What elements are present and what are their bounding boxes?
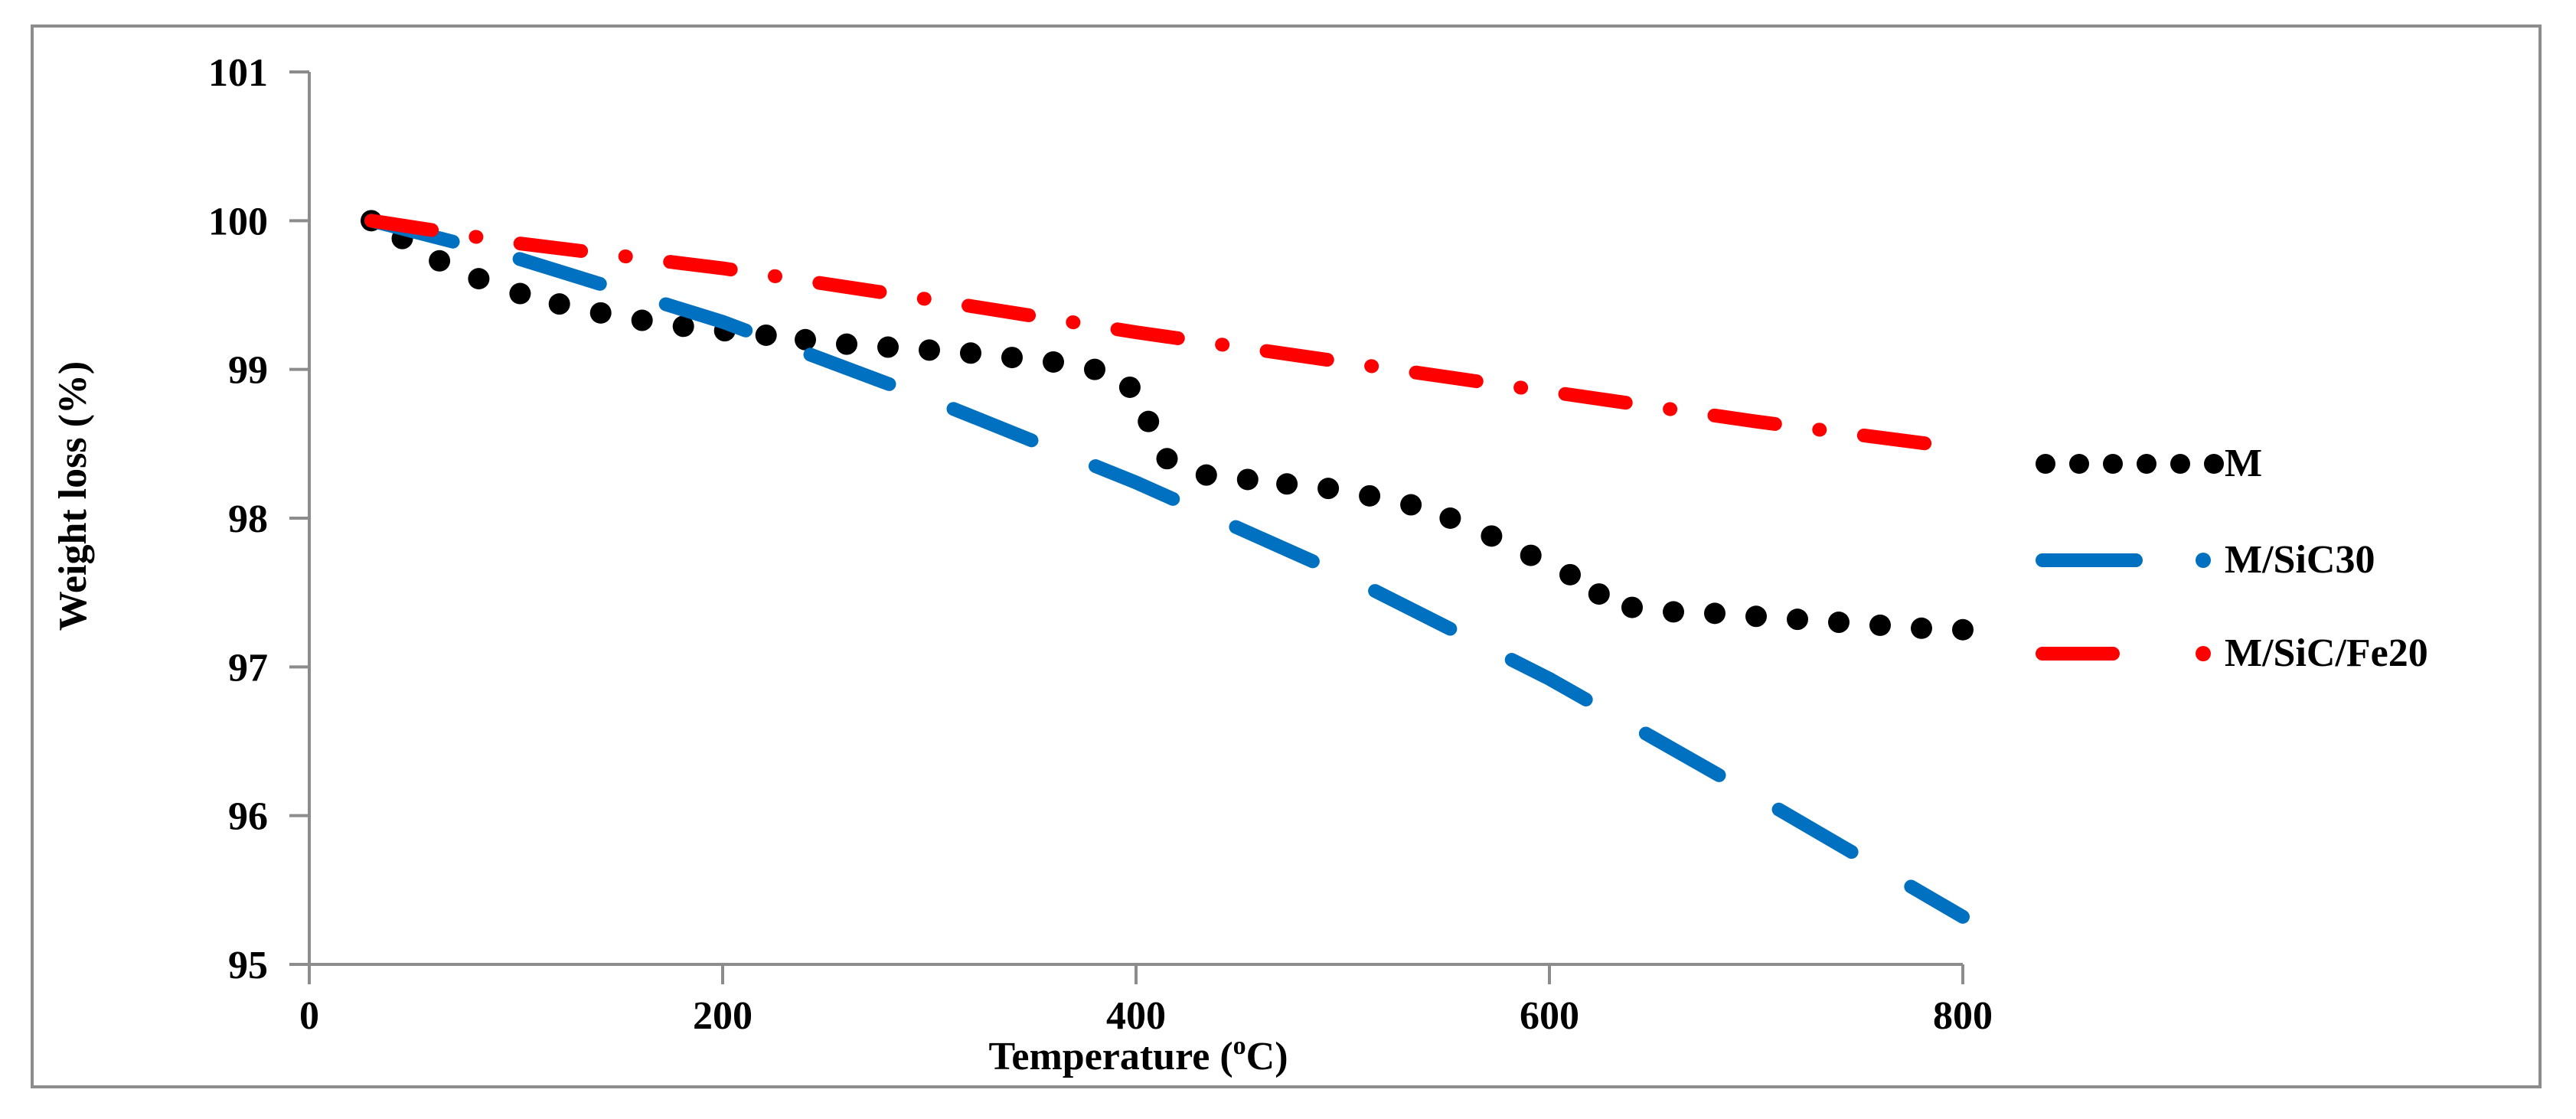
- legend-item-m-sic30: M/SiC30: [2036, 538, 2375, 582]
- data-point: [1439, 507, 1461, 529]
- data-point: [1787, 608, 1808, 631]
- legend-dot: [2036, 454, 2055, 474]
- series-line: [364, 214, 1970, 924]
- legend-dot: [2196, 646, 2211, 661]
- x-tick-label: 400: [1106, 994, 1166, 1038]
- data-point: [836, 333, 857, 355]
- x-axis-title-main: Temperature (: [988, 1035, 1232, 1078]
- data-point: [1400, 494, 1422, 516]
- y-tick-label: 100: [208, 200, 268, 243]
- x-tick-label: 0: [299, 994, 319, 1038]
- series-line: [364, 214, 1970, 455]
- data-point: [1276, 473, 1298, 495]
- data-point: [1520, 544, 1542, 566]
- legend-dot: [2170, 454, 2190, 474]
- data-point: [877, 336, 899, 358]
- legend-item-m-sic-fe20: M/SiC/Fe20: [2036, 631, 2428, 675]
- x-axis-title: Temperature (oC): [988, 1032, 1288, 1078]
- data-point: [589, 302, 612, 324]
- data-point: [755, 324, 777, 346]
- y-tick-label: 101: [208, 51, 268, 95]
- data-point: [468, 268, 490, 290]
- data-point: [1869, 614, 1891, 636]
- data-point: [1084, 358, 1105, 380]
- axes: 95 96 97 98 99 100 101 0 200 400 600 800: [208, 51, 1993, 1038]
- x-axis-title-sup: o: [1233, 1032, 1246, 1060]
- x-axis-title-end: C): [1246, 1035, 1288, 1078]
- y-tick-label: 95: [228, 944, 268, 987]
- data-point: [1001, 347, 1023, 369]
- x-tick-label: 800: [1933, 994, 1993, 1038]
- data-point: [548, 293, 570, 315]
- data-point: [1156, 448, 1178, 470]
- legend: M M/SiC30 M/SiC/Fe20: [2036, 442, 2428, 675]
- data-point: [1559, 563, 1581, 586]
- data-point: [1704, 602, 1725, 625]
- legend-marker-m-sic-fe20: [2036, 646, 2211, 661]
- series-m-sic30: [364, 214, 1970, 924]
- data-point: [1195, 464, 1217, 486]
- data-point: [1118, 376, 1141, 398]
- data-point: [1359, 484, 1381, 507]
- data-point: [1043, 351, 1064, 373]
- x-tick-label: 200: [693, 994, 753, 1038]
- y-tick-label: 96: [228, 795, 268, 839]
- series-m: [361, 210, 1974, 641]
- y-tick-label: 98: [228, 498, 268, 541]
- data-point: [919, 339, 940, 361]
- legend-dot: [2103, 454, 2123, 474]
- y-tick-label: 99: [228, 349, 268, 393]
- data-point: [631, 309, 653, 331]
- data-point: [1236, 468, 1259, 491]
- data-point: [509, 282, 531, 305]
- series-layer: [361, 210, 1974, 924]
- series-m-sic-fe20: [364, 214, 1970, 455]
- x-tick-label: 600: [1520, 994, 1579, 1038]
- data-point: [795, 328, 816, 351]
- legend-marker-m-sic30: [2036, 553, 2211, 568]
- data-point: [1138, 410, 1160, 432]
- y-tick-label: 97: [228, 646, 268, 690]
- data-point: [1745, 605, 1767, 628]
- legend-dot: [2204, 454, 2224, 474]
- y-axis-title: Weight loss (%): [51, 361, 95, 631]
- data-point: [1911, 617, 1932, 639]
- data-point: [1621, 596, 1643, 618]
- data-point: [1952, 618, 1974, 641]
- data-point: [960, 342, 981, 364]
- data-point: [1588, 583, 1610, 605]
- legend-dot: [2137, 454, 2156, 474]
- legend-label-m-sic-fe20: M/SiC/Fe20: [2225, 631, 2428, 675]
- legend-marker-m: [2036, 454, 2224, 474]
- legend-label-m: M: [2225, 442, 2262, 485]
- legend-dot: [2196, 553, 2211, 568]
- data-point: [429, 250, 451, 272]
- data-point: [1317, 478, 1340, 500]
- data-point: [672, 315, 694, 338]
- data-point: [1481, 525, 1503, 547]
- legend-label-m-sic30: M/SiC30: [2225, 538, 2375, 582]
- legend-item-m: M: [2036, 442, 2262, 485]
- data-point: [1663, 601, 1684, 623]
- data-point: [1828, 612, 1850, 634]
- legend-dot: [2069, 454, 2089, 474]
